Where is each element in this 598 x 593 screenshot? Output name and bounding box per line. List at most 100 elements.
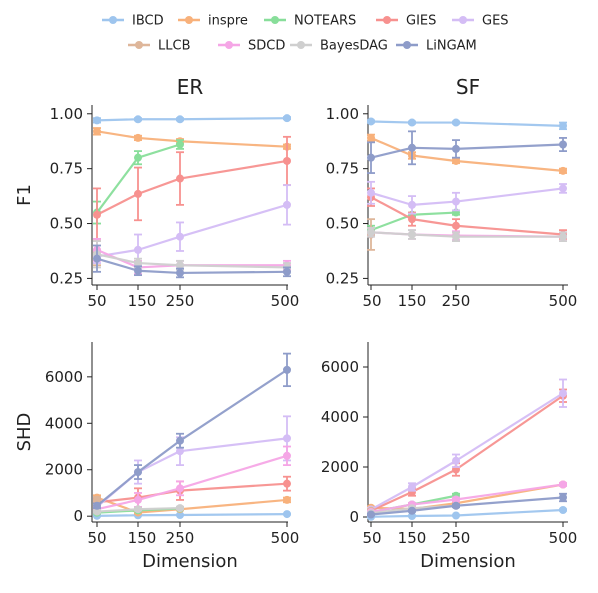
data-point [176,261,184,270]
x-tick-label: 50 [87,529,106,547]
data-point [559,480,567,489]
data-point [134,115,142,124]
x-tick-label: 250 [166,529,195,547]
legend: IBCD inspre NOTEARS GIES GES LLCB SDCD BayesDAG… [102,14,509,54]
data-point [559,389,567,398]
legend-item-ges: GES [452,14,509,29]
data-point [176,436,184,445]
x-axis-label: Dimension [420,551,516,572]
y-tick-label: 0.50 [50,215,83,233]
x-tick-label: 150 [128,529,157,547]
series-line [96,253,288,269]
legend-swatch-marker [383,16,391,24]
data-point [452,221,460,230]
data-point [283,434,291,443]
series-inspre [93,493,291,517]
x-tick-label: 500 [549,292,578,310]
panel-bottom-right: 0 2000 4000 6000 50 150 250 500 Dimension [321,342,577,572]
data-point [134,245,142,254]
series-lingam [93,352,291,510]
series-gies [367,187,567,240]
data-point [134,133,142,142]
legend-swatch-marker [109,16,117,24]
legend-label: LLCB [158,39,190,54]
y-tick-label: 0 [349,508,359,526]
series-ges [93,184,291,267]
data-point [176,268,184,277]
y-tick-label: 2000 [321,458,359,476]
legend-label: NOTEARS [294,14,356,29]
series-line [96,159,288,216]
y-tick-label: 1.00 [326,105,359,123]
data-point [559,493,567,502]
data-point [367,510,375,519]
data-point [93,210,101,219]
x-tick-label: 150 [128,292,157,310]
data-point [283,200,291,209]
series-bayesdag [367,227,567,242]
legend-swatch-marker [459,16,467,24]
y-tick-label: 0.25 [326,269,359,287]
legend-label: IBCD [132,14,164,29]
data-point [452,156,460,165]
legend-swatch-marker [225,41,233,49]
series-ibcd [93,114,291,125]
data-point [134,153,142,162]
series-line [96,482,288,504]
y-tick-label: 1.00 [50,105,83,123]
data-point [559,140,567,149]
legend-swatch-marker [403,41,411,49]
data-point [176,511,184,520]
legend-item-bayesdag: BayesDAG [290,39,388,54]
data-point [176,174,184,183]
legend-item-llcb: LLCB [128,39,190,54]
y-tick-label: 6000 [45,368,83,386]
data-point [283,365,291,374]
data-point [176,484,184,493]
data-point [134,266,142,275]
data-point [93,501,101,510]
y-axis-label: SHD [14,413,35,452]
data-point [283,510,291,519]
series-inspre [93,127,291,151]
data-point [283,479,291,488]
series-line [96,437,288,508]
series-line [96,257,288,275]
series-line [96,454,288,511]
series-line [370,143,564,159]
series-line [370,394,564,512]
data-point [176,504,184,513]
series-ibcd [367,117,567,131]
panel-top-left: 0.25 0.50 0.75 1.00 50 150 250 500 ER F1 [14,75,299,310]
series-line [370,392,564,511]
legend-item-gies: GIES [376,14,436,29]
series-line [96,117,288,122]
y-tick-label: 0 [73,507,83,525]
legend-item-lingam: LiNGAM [396,39,477,54]
data-point [134,505,142,514]
data-point [452,144,460,153]
y-tick-label: 0.75 [326,160,359,178]
series-line [370,196,564,236]
series-lingam [367,130,567,174]
data-point [283,495,291,504]
legend-label: SDCD [248,39,285,54]
data-point [559,166,567,175]
legend-label: LiNGAM [426,39,477,54]
series-line [370,231,563,238]
legend-label: inspre [208,14,248,29]
y-axis-label: F1 [14,184,35,206]
legend-swatch-marker [135,41,143,49]
series-ibcd [93,510,291,520]
legend-item-ibcd: IBCD [102,14,164,29]
x-tick-label: 500 [271,529,300,547]
series-ges [367,180,567,215]
series-line [96,513,288,517]
y-tick-label: 4000 [321,408,359,426]
legend-label: GIES [406,14,436,29]
data-point [367,188,375,197]
series-line [370,483,564,514]
x-axis-label: Dimension [142,551,238,572]
